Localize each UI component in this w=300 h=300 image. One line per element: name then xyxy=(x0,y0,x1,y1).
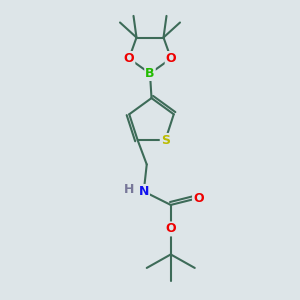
Text: O: O xyxy=(166,52,176,65)
Text: H: H xyxy=(124,183,134,196)
Text: N: N xyxy=(139,185,149,198)
Text: S: S xyxy=(161,134,170,147)
Text: B: B xyxy=(145,67,155,80)
Text: O: O xyxy=(165,222,176,236)
Text: O: O xyxy=(124,52,134,65)
Text: O: O xyxy=(193,192,204,206)
